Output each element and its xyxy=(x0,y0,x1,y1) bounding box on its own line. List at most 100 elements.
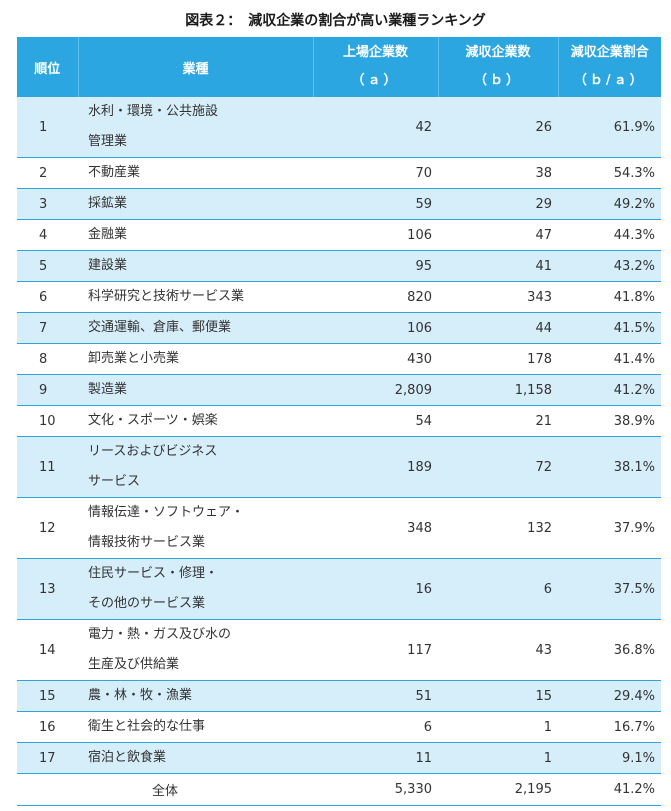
industry-cell: 情報伝達・ソフトウェア・ 情報技術サービス業 xyxy=(78,497,313,559)
industry-line: サービス xyxy=(88,474,141,489)
table-row: 2 不動産業 70 38 54.3% xyxy=(17,157,661,189)
listed-count-cell: 6 xyxy=(313,711,438,743)
decrease-count-cell: 72 xyxy=(438,436,558,498)
table-row: 4 金融業 106 47 44.3% xyxy=(17,219,661,251)
ratio-cell: 41.8% xyxy=(558,281,661,313)
ratio-cell: 54.3% xyxy=(558,157,661,189)
industry-cell: 文化・スポーツ・娯楽 xyxy=(78,405,313,437)
ratio-cell: 36.8% xyxy=(558,619,661,681)
industry-line: 住民サービス・修理・ xyxy=(88,566,219,581)
ratio-cell: 37.9% xyxy=(558,497,661,559)
listed-count-cell: 70 xyxy=(313,157,438,189)
rank-cell: 6 xyxy=(17,281,78,313)
listed-count-cell: 95 xyxy=(313,250,438,282)
ratio-cell: 49.2% xyxy=(558,188,661,220)
listed-count-cell: 348 xyxy=(313,497,438,559)
rank-cell: 4 xyxy=(17,219,78,251)
decrease-count-cell: 1 xyxy=(438,711,558,743)
industry-line: 農・林・牧・漁業 xyxy=(88,688,193,703)
industry-line: 電力・熱・ガス及び水の xyxy=(88,627,232,642)
industry-line: 建設業 xyxy=(88,258,128,273)
decrease-count-cell: 6 xyxy=(438,558,558,620)
industry-cell: 卸売業と小売業 xyxy=(78,343,313,375)
listed-count-cell: 820 xyxy=(313,281,438,313)
decrease-count-cell: 29 xyxy=(438,188,558,220)
table-row: 16 衛生と社会的な仕事 6 1 16.7% xyxy=(17,711,661,743)
industry-cell: 不動産業 xyxy=(78,157,313,189)
industry-cell: 建設業 xyxy=(78,250,313,282)
table-body: 1 水利・環境・公共施設 管理業 42 26 61.9% 2 不動産業 70 38 54.3% 3 採鉱… xyxy=(17,97,661,806)
industry-line: 科学研究と技術サービス業 xyxy=(88,289,245,304)
listed-count-cell: 11 xyxy=(313,742,438,774)
industry-cell: 電力・熱・ガス及び水の 生産及び供給業 xyxy=(78,619,313,681)
rank-cell: 7 xyxy=(17,312,78,344)
ratio-cell: 37.5% xyxy=(558,558,661,620)
rank-cell: 16 xyxy=(17,711,78,743)
listed-count-cell: 189 xyxy=(313,436,438,498)
table-row: 9 製造業 2,809 1,158 41.2% xyxy=(17,374,661,406)
total-listed: 5,330 xyxy=(313,773,438,806)
industry-line: 水利・環境・公共施設 xyxy=(88,104,219,119)
table-row: 6 科学研究と技術サービス業 820 343 41.8% xyxy=(17,281,661,313)
ratio-cell: 43.2% xyxy=(558,250,661,282)
industry-line: 衛生と社会的な仕事 xyxy=(88,719,206,734)
header-industry: 業種 xyxy=(78,37,314,97)
industry-cell: リースおよびビジネス サービス xyxy=(78,436,313,498)
decrease-count-cell: 41 xyxy=(438,250,558,282)
header-ratio: 減収企業割合 （ｂ/ａ） xyxy=(558,37,661,97)
table-row: 10 文化・スポーツ・娯楽 54 21 38.9% xyxy=(17,405,661,437)
industry-line: その他のサービス業 xyxy=(88,596,206,611)
total-decrease: 2,195 xyxy=(438,773,558,806)
header-rank: 順位 xyxy=(17,37,79,97)
rank-cell: 10 xyxy=(17,405,78,437)
table-row: 3 採鉱業 59 29 49.2% xyxy=(17,188,661,220)
industry-cell: 衛生と社会的な仕事 xyxy=(78,711,313,743)
decrease-count-cell: 38 xyxy=(438,157,558,189)
header-rank-label: 順位 xyxy=(34,61,61,77)
industry-line: 金融業 xyxy=(88,227,128,242)
table-row: 15 農・林・牧・漁業 51 15 29.4% xyxy=(17,680,661,712)
total-ratio: 41.2% xyxy=(558,773,661,806)
industry-line: 生産及び供給業 xyxy=(88,657,180,672)
industry-cell: 科学研究と技術サービス業 xyxy=(78,281,313,313)
figure-title: 図表２： 減収企業の割合が高い業種ランキング xyxy=(185,13,486,29)
decrease-count-cell: 43 xyxy=(438,619,558,681)
header-industry-label: 業種 xyxy=(182,61,209,77)
ratio-cell: 41.4% xyxy=(558,343,661,375)
rank-cell: 2 xyxy=(17,157,78,189)
table-row: 11 リースおよびビジネス サービス 189 72 38.1% xyxy=(17,436,661,498)
decrease-count-cell: 132 xyxy=(438,497,558,559)
industry-line: 交通運輸、倉庫、郵便業 xyxy=(88,320,232,335)
table-row: 8 卸売業と小売業 430 178 41.4% xyxy=(17,343,661,375)
decrease-count-cell: 178 xyxy=(438,343,558,375)
industry-cell: 水利・環境・公共施設 管理業 xyxy=(78,97,313,158)
ratio-cell: 16.7% xyxy=(558,711,661,743)
header-listed: 上場企業数 （ａ） xyxy=(313,37,439,97)
table-row: 17 宿泊と飲食業 11 1 9.1% xyxy=(17,742,661,774)
decrease-count-cell: 47 xyxy=(438,219,558,251)
ratio-cell: 29.4% xyxy=(558,680,661,712)
header-decrease-sub: （ｂ） xyxy=(473,73,522,88)
ratio-cell: 61.9% xyxy=(558,97,661,158)
ratio-cell: 44.3% xyxy=(558,219,661,251)
industry-line: 情報伝達・ソフトウェア・ xyxy=(88,505,245,520)
ratio-cell: 38.1% xyxy=(558,436,661,498)
header-listed-label: 上場企業数 xyxy=(342,45,408,60)
listed-count-cell: 51 xyxy=(313,680,438,712)
industry-line: 文化・スポーツ・娯楽 xyxy=(88,413,218,428)
industry-line: 製造業 xyxy=(88,382,128,397)
decrease-count-cell: 44 xyxy=(438,312,558,344)
ranking-table: 順位 業種 上場企業数 （ａ） 減収企業数 （ｂ） 減収企業割合 （ｂ/ａ） 1… xyxy=(17,37,661,806)
rank-cell: 1 xyxy=(17,97,78,158)
decrease-count-cell: 343 xyxy=(438,281,558,313)
ratio-cell: 41.5% xyxy=(558,312,661,344)
rank-cell: 17 xyxy=(17,742,78,774)
table-row: 7 交通運輸、倉庫、郵便業 106 44 41.5% xyxy=(17,312,661,344)
industry-line: 卸売業と小売業 xyxy=(88,351,180,366)
industry-cell: 採鉱業 xyxy=(78,188,313,220)
listed-count-cell: 59 xyxy=(313,188,438,220)
header-decrease: 減収企業数 （ｂ） xyxy=(438,37,559,97)
header-listed-sub: （ａ） xyxy=(351,73,400,88)
table-header: 順位 業種 上場企業数 （ａ） 減収企業数 （ｂ） 減収企業割合 （ｂ/ａ） xyxy=(17,37,661,97)
listed-count-cell: 106 xyxy=(313,312,438,344)
